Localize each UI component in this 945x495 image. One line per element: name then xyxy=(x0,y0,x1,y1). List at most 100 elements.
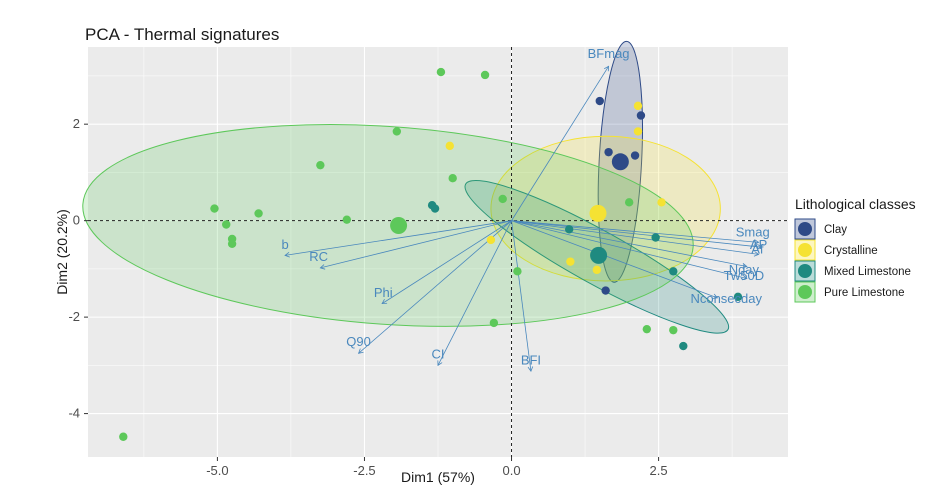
legend-label-clay: Clay xyxy=(824,224,847,236)
point-pure-limestone xyxy=(227,239,237,248)
point-pure-limestone xyxy=(436,67,446,77)
point-pure-limestone xyxy=(480,70,490,80)
point-pure-limestone xyxy=(513,267,522,276)
variable-label-b: b xyxy=(281,237,288,252)
point-clay xyxy=(595,96,604,106)
x-tick-label: 0.0 xyxy=(502,463,520,478)
variable-label-q90: Q90 xyxy=(346,334,371,349)
x-axis-title: Dim1 (57%) xyxy=(401,469,475,485)
legend-label-pure-limestone: Pure Limestone xyxy=(824,287,905,299)
centroid-crystalline xyxy=(589,204,607,222)
x-tick-label: 2.5 xyxy=(650,463,668,478)
legend-swatch-crystalline xyxy=(798,243,812,257)
point-crystalline xyxy=(592,265,602,275)
point-crystalline xyxy=(486,235,496,245)
arrowhead-rc xyxy=(319,264,326,270)
variable-label-bfi: BFI xyxy=(521,353,541,368)
point-mixed-limestone xyxy=(669,267,678,276)
legend-title: Lithological classes xyxy=(795,196,916,212)
arrowhead-b xyxy=(284,252,290,258)
ellipse-crystalline xyxy=(490,135,721,282)
x-tick-label: -5.0 xyxy=(206,463,228,478)
point-pure-limestone xyxy=(448,174,457,183)
arrow-tw50d xyxy=(511,220,747,279)
arrow-nconsecday xyxy=(511,220,718,299)
point-mixed-limestone xyxy=(430,204,440,213)
point-mixed-limestone xyxy=(564,225,574,234)
point-clay xyxy=(630,151,640,160)
y-tick-label: 0 xyxy=(73,213,80,228)
variable-label-nday: Nday xyxy=(729,262,760,277)
y-tick-label: -4 xyxy=(68,406,80,421)
point-crystalline xyxy=(633,101,643,111)
arrowhead-phi xyxy=(381,299,388,305)
point-pure-limestone xyxy=(119,432,128,441)
variable-label-phi: Phi xyxy=(374,285,393,300)
arrow-b xyxy=(284,220,512,256)
arrowhead-ci xyxy=(437,360,443,367)
point-pure-limestone xyxy=(669,325,678,335)
point-mixed-limestone xyxy=(733,292,743,302)
legend-label-mixed-limestone: Mixed Limestone xyxy=(824,266,911,278)
arrow-rc xyxy=(320,220,512,269)
point-pure-limestone xyxy=(342,215,352,224)
centroid-mixed-limestone xyxy=(590,246,608,264)
arrow-ap xyxy=(511,220,762,248)
legend-label-crystalline: Crystalline xyxy=(824,245,878,257)
variable-label-af: Af xyxy=(751,242,764,257)
point-pure-limestone xyxy=(210,204,219,213)
point-pure-limestone xyxy=(222,220,231,229)
variable-label-bfmag: BFmag xyxy=(588,46,630,61)
point-crystalline xyxy=(657,198,666,207)
legend-swatch-pure-limestone xyxy=(798,285,812,299)
point-pure-limestone xyxy=(624,198,634,207)
variable-label-nconsecday: Nconsecday xyxy=(690,291,762,306)
y-axis-title: Dim2 (20.2%) xyxy=(54,209,70,295)
arrowhead-tw50d xyxy=(741,274,748,281)
arrow-bfi xyxy=(511,220,532,372)
arrowhead-nconsecday xyxy=(712,293,719,299)
point-clay xyxy=(604,147,613,157)
legend: Lithological classes Clay Crystalline Mixe… xyxy=(794,196,916,303)
y-tick-label: 2 xyxy=(73,116,80,131)
variable-label-ci: CI xyxy=(432,347,445,362)
point-pure-limestone xyxy=(642,324,652,334)
arrow-phi xyxy=(381,220,512,304)
arrow-q90 xyxy=(358,220,512,354)
point-pure-limestone xyxy=(316,160,325,170)
variable-label-ap: AP xyxy=(750,237,767,252)
x-tick-label: -2.5 xyxy=(353,463,375,478)
arrowhead-bfmag xyxy=(604,65,610,72)
arrow-smag xyxy=(511,220,759,243)
point-mixed-limestone xyxy=(679,341,688,351)
arrowhead-ap xyxy=(756,244,763,250)
point-pure-limestone xyxy=(392,127,402,136)
legend-swatch-mixed-limestone xyxy=(798,264,812,278)
data-points xyxy=(119,67,743,441)
arrow-nday xyxy=(511,220,747,267)
arrowhead-q90 xyxy=(357,348,364,354)
centroid-pure-limestone xyxy=(390,216,408,234)
zero-lines xyxy=(88,47,788,457)
arrow-ci xyxy=(437,220,512,366)
point-pure-limestone xyxy=(498,194,507,204)
point-pure-limestone xyxy=(254,209,263,218)
point-crystalline xyxy=(633,127,643,136)
arrow-bfmag xyxy=(511,66,609,221)
variable-label-tw50d: Tw50D xyxy=(724,268,764,283)
axis-ticks: -5.0 -2.5 0.0 2.5 2 0 -2 -4 xyxy=(68,116,667,478)
point-pure-limestone xyxy=(489,318,499,328)
point-crystalline xyxy=(445,141,454,151)
point-clay xyxy=(636,111,646,120)
arrow-af xyxy=(511,220,759,255)
arrowhead-nday xyxy=(741,262,748,269)
legend-swatch-clay xyxy=(798,222,812,236)
group-centroids xyxy=(390,153,629,264)
chart-title: PCA - Thermal signatures xyxy=(85,25,279,44)
centroid-clay xyxy=(611,153,629,171)
arrowhead-smag xyxy=(753,239,760,245)
point-crystalline xyxy=(566,257,575,266)
point-mixed-limestone xyxy=(651,233,660,242)
